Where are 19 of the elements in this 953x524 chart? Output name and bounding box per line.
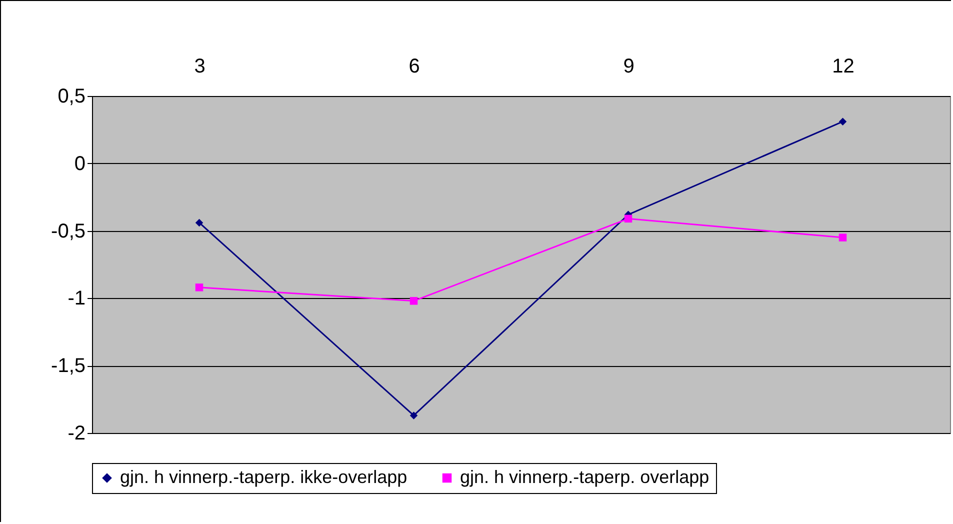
y-tick-label: -1 (68, 288, 86, 310)
point (410, 297, 418, 305)
y-tick-label: 0,5 (58, 86, 86, 108)
point (624, 214, 632, 223)
point (195, 218, 204, 227)
point (838, 234, 847, 242)
y-tick-label: -1,5 (51, 355, 86, 378)
x-tick-label: 3 (194, 56, 206, 78)
y-tick-label: -0,5 (51, 220, 86, 242)
y-tick-label: 0 (74, 152, 86, 175)
x-tick-label: 6 (408, 56, 420, 78)
point (838, 118, 847, 126)
x-tick-label: 12 (832, 56, 854, 78)
x-tick-label: 9 (623, 56, 634, 78)
point (195, 284, 204, 292)
legend-label: gjn. h vinnerp.-taperp. ikke-overlapp (120, 467, 408, 487)
legend-label: gjn. h vinnerp.-taperp. overlapp (460, 467, 710, 487)
point (410, 412, 418, 420)
y-tick-label: -2 (68, 422, 86, 444)
